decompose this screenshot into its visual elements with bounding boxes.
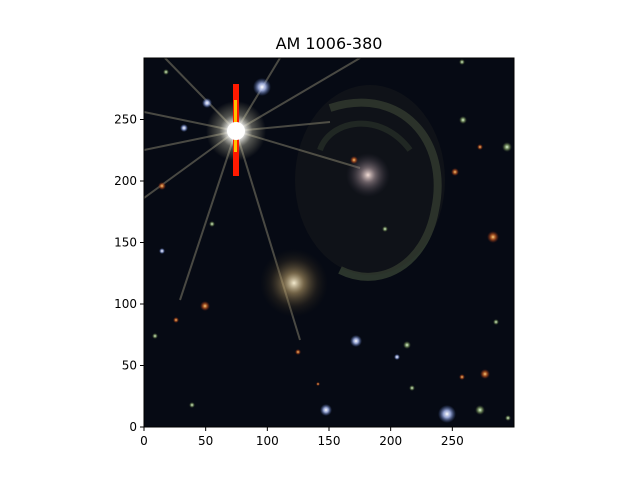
sky-image <box>144 58 514 427</box>
x-tick-label: 150 <box>318 434 341 448</box>
x-tick-label: 200 <box>379 434 402 448</box>
y-tick-label: 150 <box>114 236 137 250</box>
tidal-shell-inner <box>317 120 413 152</box>
galaxy-companion <box>346 153 390 197</box>
stars <box>152 59 512 423</box>
y-tick-label: 200 <box>114 174 137 188</box>
figure-title: AM 1006-380 <box>276 34 383 53</box>
x-tick-label: 100 <box>256 434 279 448</box>
y-tick-label: 100 <box>114 297 137 311</box>
y-tick-label: 50 <box>122 359 137 373</box>
x-tick-label: 0 <box>140 434 148 448</box>
tidal-shell <box>328 98 442 281</box>
galaxy-center <box>260 249 328 317</box>
x-tick-label: 250 <box>441 434 464 448</box>
y-axis: 0 50 100 150 200 250 <box>114 113 144 434</box>
x-tick-label: 50 <box>198 434 213 448</box>
y-tick-label: 250 <box>114 113 137 127</box>
x-axis: 0 50 100 150 200 250 <box>140 427 464 448</box>
y-tick-label: 0 <box>129 420 137 434</box>
sky-background <box>144 58 514 427</box>
bright-star-core <box>227 122 245 140</box>
